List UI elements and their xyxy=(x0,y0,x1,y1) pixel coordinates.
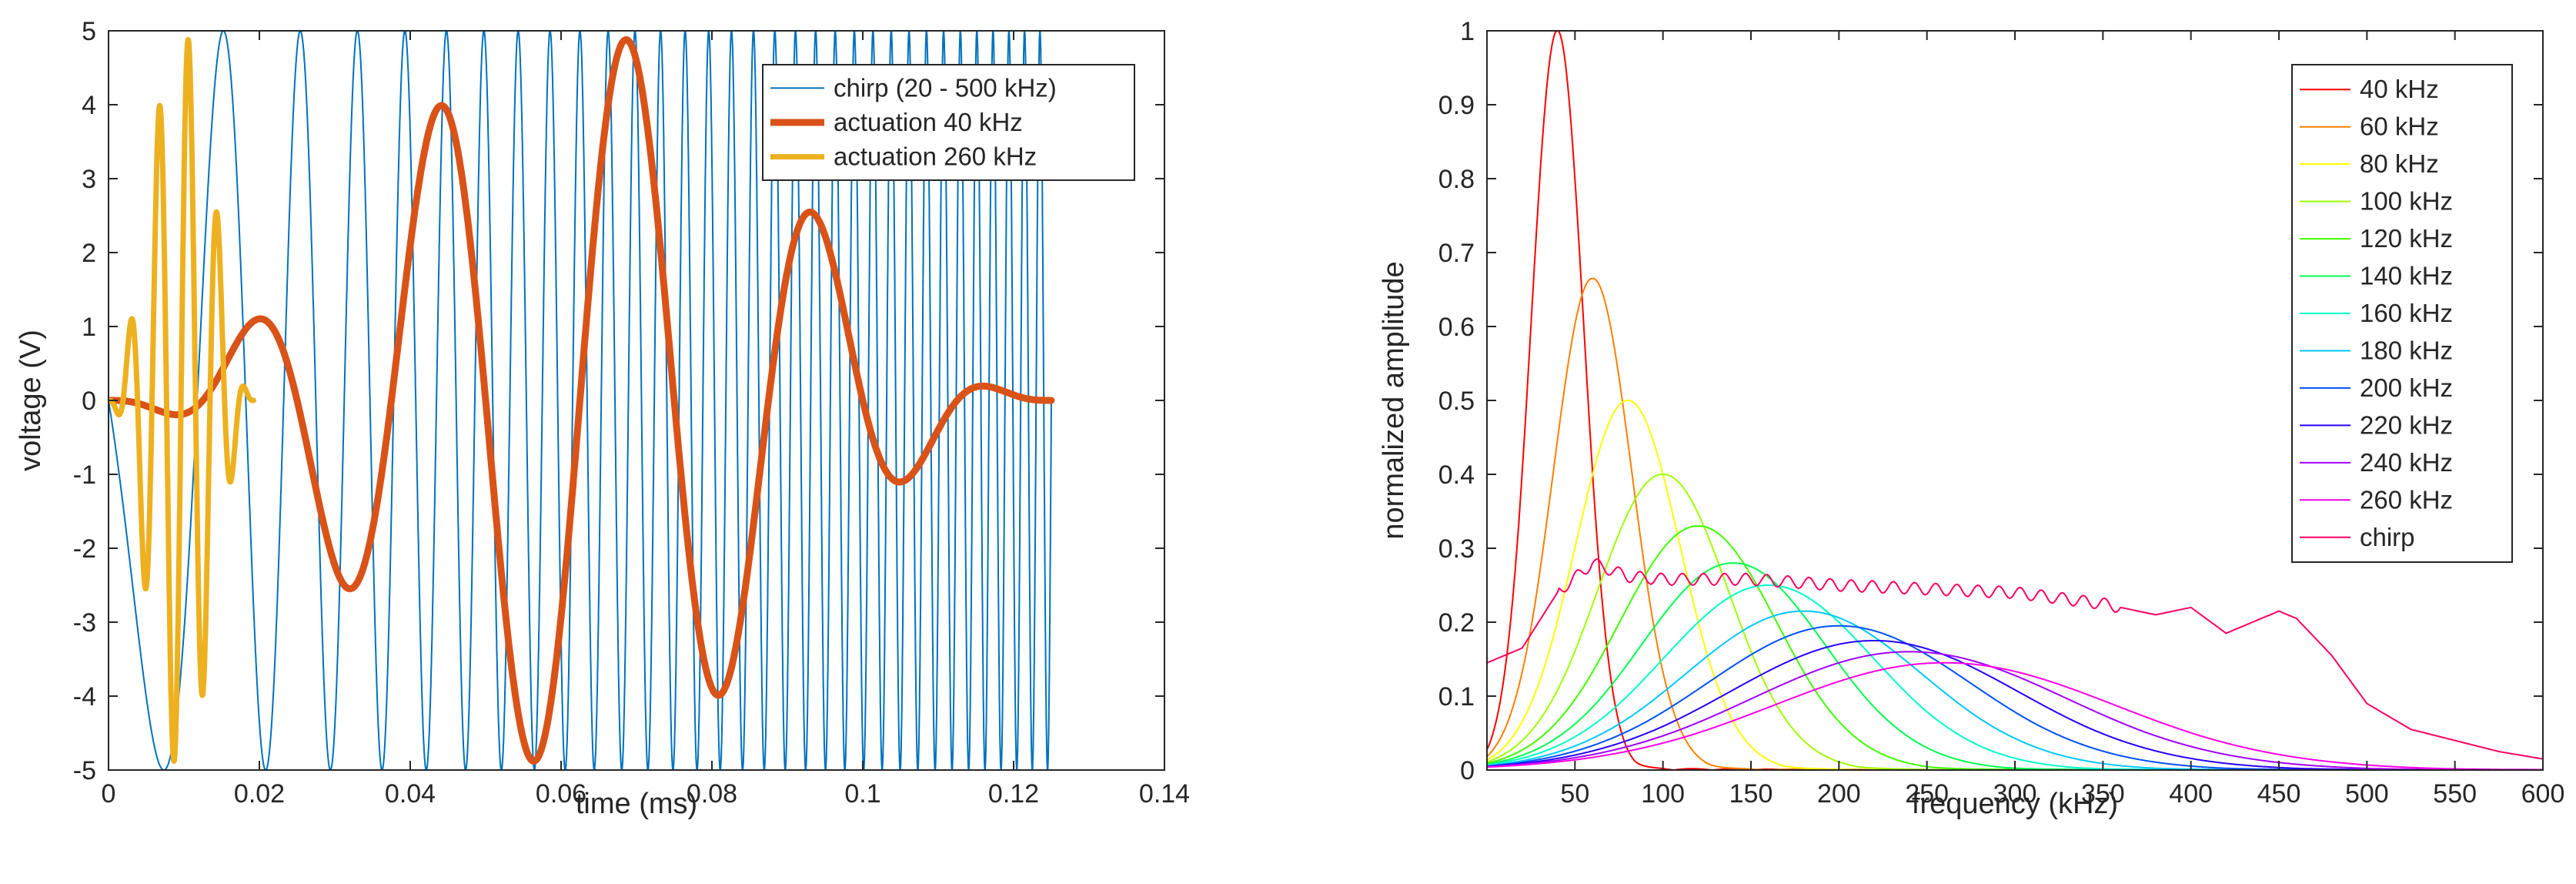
legend-label: actuation 260 kHz xyxy=(834,142,1037,171)
y-tick-label: 0.9 xyxy=(1438,91,1475,120)
legend-label: 120 kHz xyxy=(2360,224,2453,253)
series-line-chirp xyxy=(1487,558,2543,760)
x-tick-label: 0.14 xyxy=(1139,779,1190,809)
legend-label: 140 kHz xyxy=(2360,262,2453,290)
x-tick-label: 550 xyxy=(2433,779,2477,809)
ticks: 50 100 150 200 250 300 350 400 450 500 550 600 0 0.1 0… xyxy=(1438,17,2565,809)
x-tick-label: 300 xyxy=(1993,779,2037,809)
x-tick-label: 50 xyxy=(1560,779,1589,809)
y-tick-label: 3 xyxy=(82,165,96,194)
x-tick-label: 0 xyxy=(102,779,116,809)
legend-label: 160 kHz xyxy=(2360,299,2453,327)
legend-label: 220 kHz xyxy=(2360,410,2453,439)
x-tick-label: 0.04 xyxy=(385,779,436,809)
y-tick-label: 0.2 xyxy=(1438,608,1475,638)
y-tick-label: -1 xyxy=(73,460,96,490)
x-tick-label: 450 xyxy=(2257,779,2301,809)
legend-label: 240 kHz xyxy=(2360,448,2453,477)
x-tick-label: 150 xyxy=(1729,779,1773,809)
x-tick-label: 500 xyxy=(2345,779,2389,809)
y-tick-label: 0.5 xyxy=(1438,387,1475,416)
x-tick-label: 0.06 xyxy=(536,779,586,809)
y-tick-label: 0 xyxy=(1460,756,1475,785)
y-tick-label: 0.3 xyxy=(1438,534,1475,564)
series-line-actuation-260-khz xyxy=(109,37,256,764)
y-tick-label: -4 xyxy=(73,682,96,712)
x-axis-label: frequency (kHz) xyxy=(1912,788,2118,820)
legend-label: 260 kHz xyxy=(2360,485,2453,514)
y-tick-label: 0.4 xyxy=(1438,460,1475,490)
x-tick-label: 250 xyxy=(1905,779,1949,809)
y-tick-label: 0.6 xyxy=(1438,313,1475,342)
x-tick-label: 350 xyxy=(2081,779,2125,809)
legend-label: chirp xyxy=(2360,523,2415,551)
y-tick-label: -2 xyxy=(73,534,96,564)
legend-label: 200 kHz xyxy=(2360,373,2453,402)
y-tick-label: 5 xyxy=(82,17,96,46)
y-tick-label: 2 xyxy=(82,239,96,268)
y-tick-label: 0.1 xyxy=(1438,682,1475,712)
legend: chirp (20 - 500 kHz) actuation 40 kHz actu… xyxy=(762,64,1135,181)
x-tick-label: 0.08 xyxy=(687,779,737,809)
y-tick-label: 1 xyxy=(1460,17,1475,46)
x-tick-label: 0.12 xyxy=(988,779,1039,809)
y-tick-label: 0.7 xyxy=(1438,239,1475,268)
legend-label: actuation 40 kHz xyxy=(834,108,1023,136)
y-tick-label: 1 xyxy=(82,313,96,342)
x-tick-label: 100 xyxy=(1641,779,1685,809)
ticks: 0 0.02 0.04 0.06 0.08 0.1 0.12 0.14 -5 -4 -3 -2 -1 0 1… xyxy=(73,17,1190,809)
x-tick-label: 600 xyxy=(2521,779,2565,809)
y-tick-label: 0 xyxy=(82,387,96,416)
x-tick-label: 0.02 xyxy=(234,779,285,809)
legend: 40 kHz 60 kHz 80 kHz 100 kHz 120 kHz 140 kHz 1… xyxy=(2291,64,2513,563)
time-domain-chart: 0 0.02 0.04 0.06 0.08 0.1 0.12 0.14 -5 -4 -3 -2 -1 0 1… xyxy=(15,17,1190,820)
frequency-domain-chart: 50 100 150 200 250 300 350 400 450 500 550 600 0 0.1 0… xyxy=(1378,17,2564,820)
legend-label: 180 kHz xyxy=(2360,336,2453,364)
y-tick-label: -3 xyxy=(73,608,96,638)
legend-label: chirp (20 - 500 kHz) xyxy=(834,73,1057,102)
y-tick-label: -5 xyxy=(73,756,96,785)
legend-label: 60 kHz xyxy=(2360,112,2439,141)
y-tick-label: 4 xyxy=(82,91,96,120)
legend-label: 40 kHz xyxy=(2360,75,2439,103)
series-line-actuation-40-khz xyxy=(109,36,1055,765)
y-axis-label: voltage (V) xyxy=(15,330,47,471)
y-axis-label: normalized amplitude xyxy=(1378,261,1410,539)
y-tick-label: 0.8 xyxy=(1438,165,1475,194)
legend-label: 100 kHz xyxy=(2360,187,2453,216)
legend-box xyxy=(762,64,1135,181)
x-tick-label: 400 xyxy=(2169,779,2213,809)
legend-label: 80 kHz xyxy=(2360,149,2439,178)
x-axis-label: time (ms) xyxy=(576,788,697,820)
x-tick-label: 200 xyxy=(1817,779,1861,809)
x-tick-label: 0.1 xyxy=(844,779,880,809)
